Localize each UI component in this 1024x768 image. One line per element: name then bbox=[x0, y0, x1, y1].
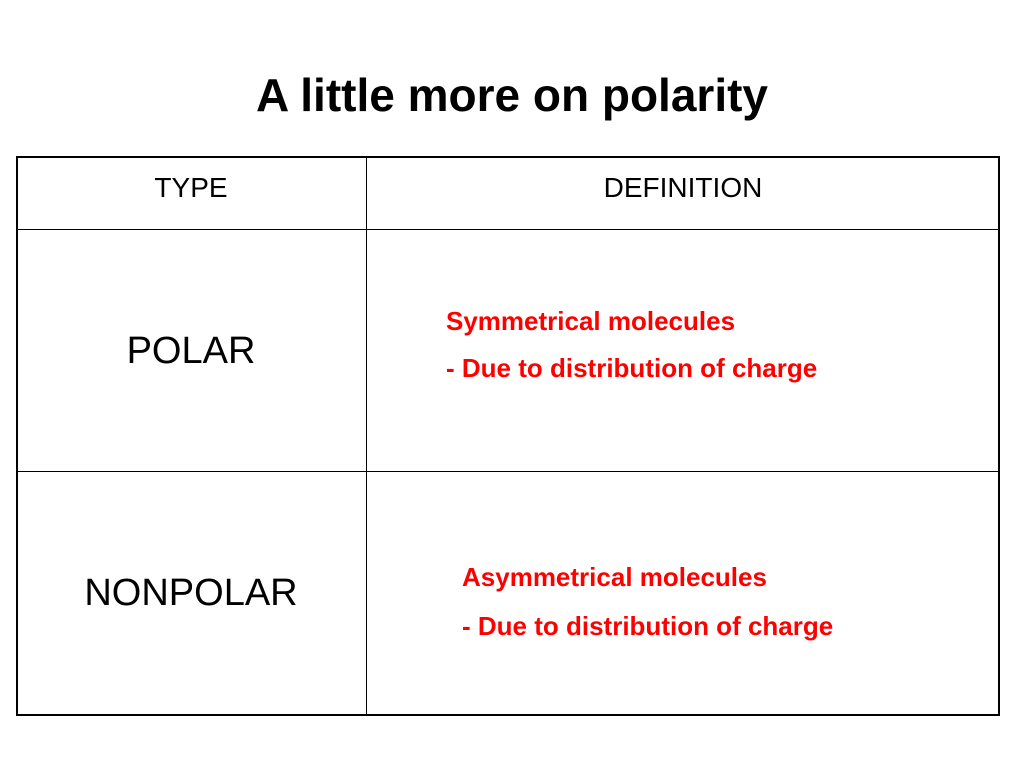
row-divider bbox=[16, 471, 1000, 472]
definition-line: - Due to distribution of charge bbox=[446, 353, 818, 383]
table-border bbox=[16, 156, 1000, 158]
table-border bbox=[998, 156, 1000, 716]
definition-line: - Due to distribution of charge bbox=[462, 611, 834, 641]
table: TYPE DEFINITION POLAR Symmetrical molecu… bbox=[16, 156, 1000, 716]
table-border bbox=[16, 714, 1000, 716]
definition-line: Asymmetrical molecules bbox=[462, 562, 767, 592]
slide-title: A little more on polarity bbox=[255, 69, 769, 121]
table-border bbox=[16, 156, 18, 716]
column-divider bbox=[366, 156, 367, 716]
type-cell: NONPOLAR bbox=[84, 572, 298, 614]
type-cell: POLAR bbox=[126, 330, 256, 372]
header-cell: TYPE bbox=[154, 172, 228, 203]
row-divider bbox=[16, 229, 1000, 230]
definition-line: Symmetrical molecules bbox=[446, 306, 736, 336]
header-cell: DEFINITION bbox=[603, 172, 763, 203]
